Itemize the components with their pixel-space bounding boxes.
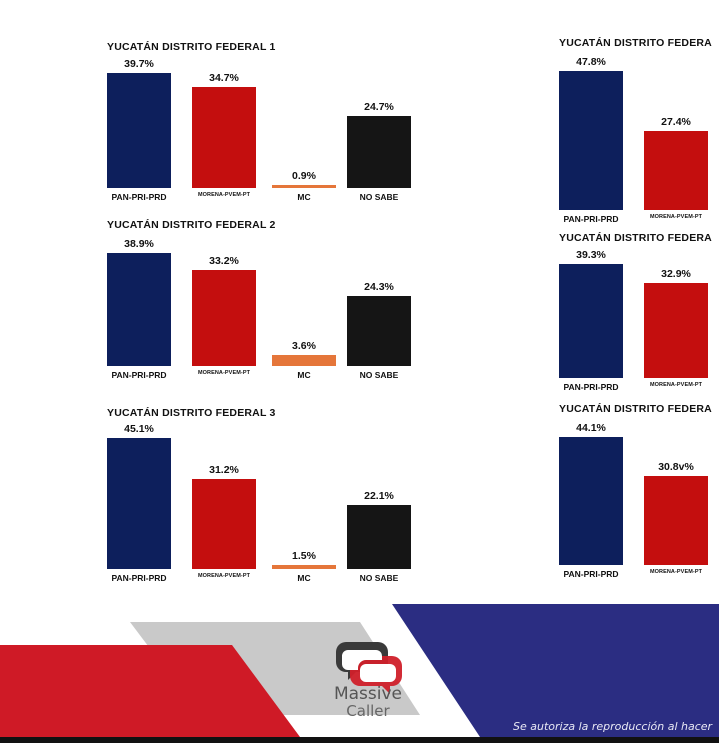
data-label: 33.2% [209,254,239,267]
category-label: MORENA-PVEM-PT [649,382,703,388]
footer-note: Se autoriza la reproducción al hacer [513,720,713,733]
data-label: 38.9% [124,238,154,251]
chart-title: YUCATÁN DISTRITO FEDERA [559,403,712,415]
bar-no-sabe [347,504,411,569]
bar-no-sabe [347,295,411,366]
data-label: 44.1% [576,422,606,435]
bar-mc [272,355,336,366]
data-label: 22.1% [364,489,394,502]
bar-chart-4: YUCATÁN DISTRITO FEDERA 47.8% PAN-PRI-PRD 2… [559,0,719,743]
bar-chart-3: YUCATÁN DISTRITO FEDERAL 3 45.1% PAN-PRI-P… [107,0,427,743]
speech-bubbles-logo-icon [336,642,402,694]
category-label: PAN-PRI-PRD [111,573,167,583]
bar-pan-pri-prd [107,253,171,366]
data-label: 30.8v% [658,460,694,473]
data-label: 39.7% [124,57,154,70]
bar-mc [272,564,336,569]
logo-text-massive: Massive [333,684,403,704]
category-label: MORENA-PVEM-PT [649,214,703,220]
bar-chart-2: YUCATÁN DISTRITO FEDERAL 2 38.9% PAN-PRI-P… [107,0,427,743]
data-label: 32.9% [661,267,691,280]
data-label: 24.7% [364,101,394,114]
bar-chart-5: YUCATÁN DISTRITO FEDERA 39.3% PAN-PRI-PRD 3… [559,0,719,743]
category-label: MORENA-PVEM-PT [197,192,251,198]
bar-morena-pvem-pt [192,478,256,569]
bar-morena-pvem-pt [644,475,708,565]
category-label: MC [297,192,311,202]
bar-pan-pri-prd [559,71,623,210]
bar-pan-pri-prd [107,72,171,188]
data-label: 1.5% [292,549,316,562]
chart-title: YUCATÁN DISTRITO FEDERAL 2 [107,219,276,231]
category-label: MC [297,370,311,380]
bar-morena-pvem-pt [192,87,256,188]
bar-mc [272,185,336,188]
bar-chart-6: YUCATÁN DISTRITO FEDERA 44.1% PAN-PRI-PRD 3… [559,0,719,743]
data-label: 31.2% [209,463,239,476]
category-label: PAN-PRI-PRD [563,382,619,392]
chart-title: YUCATÁN DISTRITO FEDERAL 1 [107,41,276,53]
chart-title: YUCATÁN DISTRITO FEDERAL 3 [107,407,276,419]
category-label: MC [297,573,311,583]
bar-pan-pri-prd [107,438,171,569]
category-label: NO SABE [359,370,399,380]
data-label: 47.8% [576,56,606,69]
category-label: PAN-PRI-PRD [111,370,167,380]
bar-morena-pvem-pt [192,269,256,366]
data-label: 24.3% [364,280,394,293]
bar-morena-pvem-pt [644,282,708,378]
data-label: 27.4% [661,115,691,128]
logo-text-caller: Caller [346,702,390,720]
chart-title: YUCATÁN DISTRITO FEDERA [559,232,712,244]
category-label: MORENA-PVEM-PT [649,569,703,575]
category-label: MORENA-PVEM-PT [197,370,251,376]
footer-blue-band [392,604,719,737]
bar-chart-1: YUCATÁN DISTRITO FEDERAL 1 39.7% PAN-PRI-P… [107,0,427,743]
bottom-strip [0,737,719,743]
data-label: 45.1% [124,423,154,436]
category-label: PAN-PRI-PRD [563,214,619,224]
bar-pan-pri-prd [559,437,623,565]
category-label: PAN-PRI-PRD [111,192,167,202]
data-label: 34.7% [209,72,239,85]
bar-morena-pvem-pt [644,130,708,210]
data-label: 0.9% [292,170,316,182]
category-label: NO SABE [359,573,399,583]
category-label: MORENA-PVEM-PT [197,573,251,579]
chart-title: YUCATÁN DISTRITO FEDERA [559,37,712,49]
bar-no-sabe [347,116,411,188]
data-label: 39.3% [576,249,606,262]
category-label: NO SABE [359,192,399,202]
data-label: 3.6% [292,340,316,353]
category-label: PAN-PRI-PRD [563,569,619,579]
bar-pan-pri-prd [559,264,623,378]
footer-red-band [0,645,300,737]
